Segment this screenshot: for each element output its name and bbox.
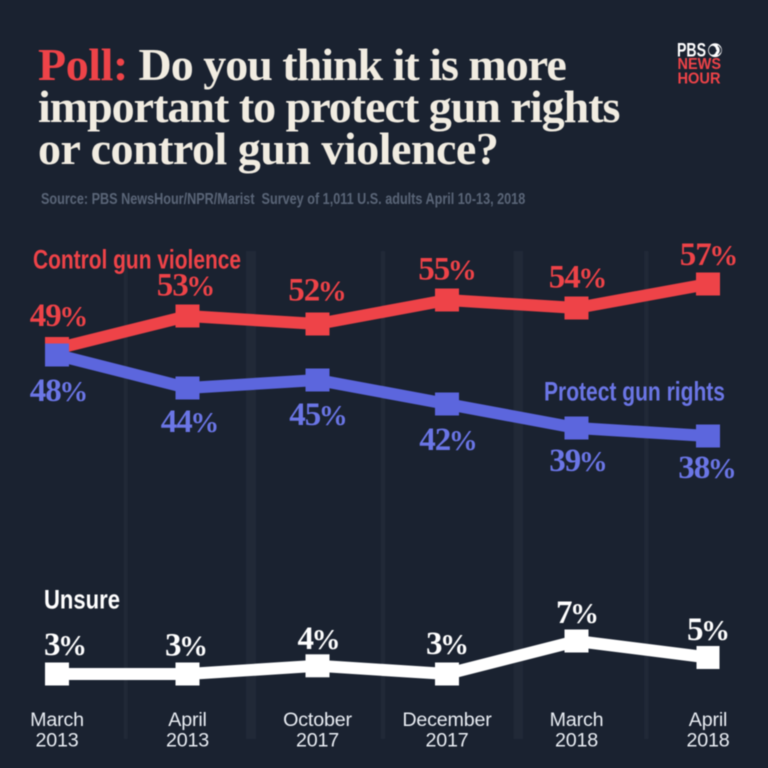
svg-text:2018: 2018 — [687, 730, 730, 752]
svg-text:53%: 53% — [157, 268, 215, 304]
svg-text:3%: 3% — [165, 628, 207, 664]
svg-text:4%: 4% — [298, 621, 340, 657]
svg-text:March: March — [550, 709, 604, 731]
svg-text:44%: 44% — [161, 404, 219, 440]
svg-text:3%: 3% — [426, 626, 468, 662]
svg-text:Unsure: Unsure — [44, 585, 120, 615]
svg-text:2017: 2017 — [426, 730, 469, 752]
svg-text:2017: 2017 — [296, 730, 339, 752]
svg-text:April: April — [689, 709, 727, 731]
svg-text:45%: 45% — [289, 397, 347, 433]
svg-text:3%: 3% — [44, 627, 86, 663]
svg-text:49%: 49% — [30, 298, 88, 334]
svg-text:2013: 2013 — [166, 730, 209, 752]
svg-text:PBS: PBS — [677, 41, 706, 62]
svg-text:7%: 7% — [556, 595, 598, 631]
svg-text:October: October — [283, 709, 352, 731]
svg-text:2013: 2013 — [36, 730, 79, 752]
svg-text:December: December — [402, 709, 492, 731]
svg-text:Protect gun rights: Protect gun rights — [544, 377, 725, 407]
svg-text:NEWS: NEWS — [678, 56, 722, 73]
svg-text:52%: 52% — [288, 273, 346, 309]
svg-text:55%: 55% — [418, 252, 476, 288]
svg-text:38%: 38% — [678, 450, 736, 486]
svg-text:48%: 48% — [30, 373, 88, 409]
svg-text:March: March — [30, 709, 84, 731]
svg-text:April: April — [168, 709, 206, 731]
svg-text:5%: 5% — [687, 612, 729, 648]
svg-text:42%: 42% — [419, 422, 477, 458]
svg-text:HOUR: HOUR — [678, 70, 721, 87]
svg-text:57%: 57% — [680, 237, 738, 273]
svg-text:54%: 54% — [549, 260, 607, 296]
svg-text:2018: 2018 — [555, 730, 598, 752]
svg-text:Control gun violence: Control gun violence — [33, 245, 241, 275]
svg-text:39%: 39% — [549, 443, 607, 479]
